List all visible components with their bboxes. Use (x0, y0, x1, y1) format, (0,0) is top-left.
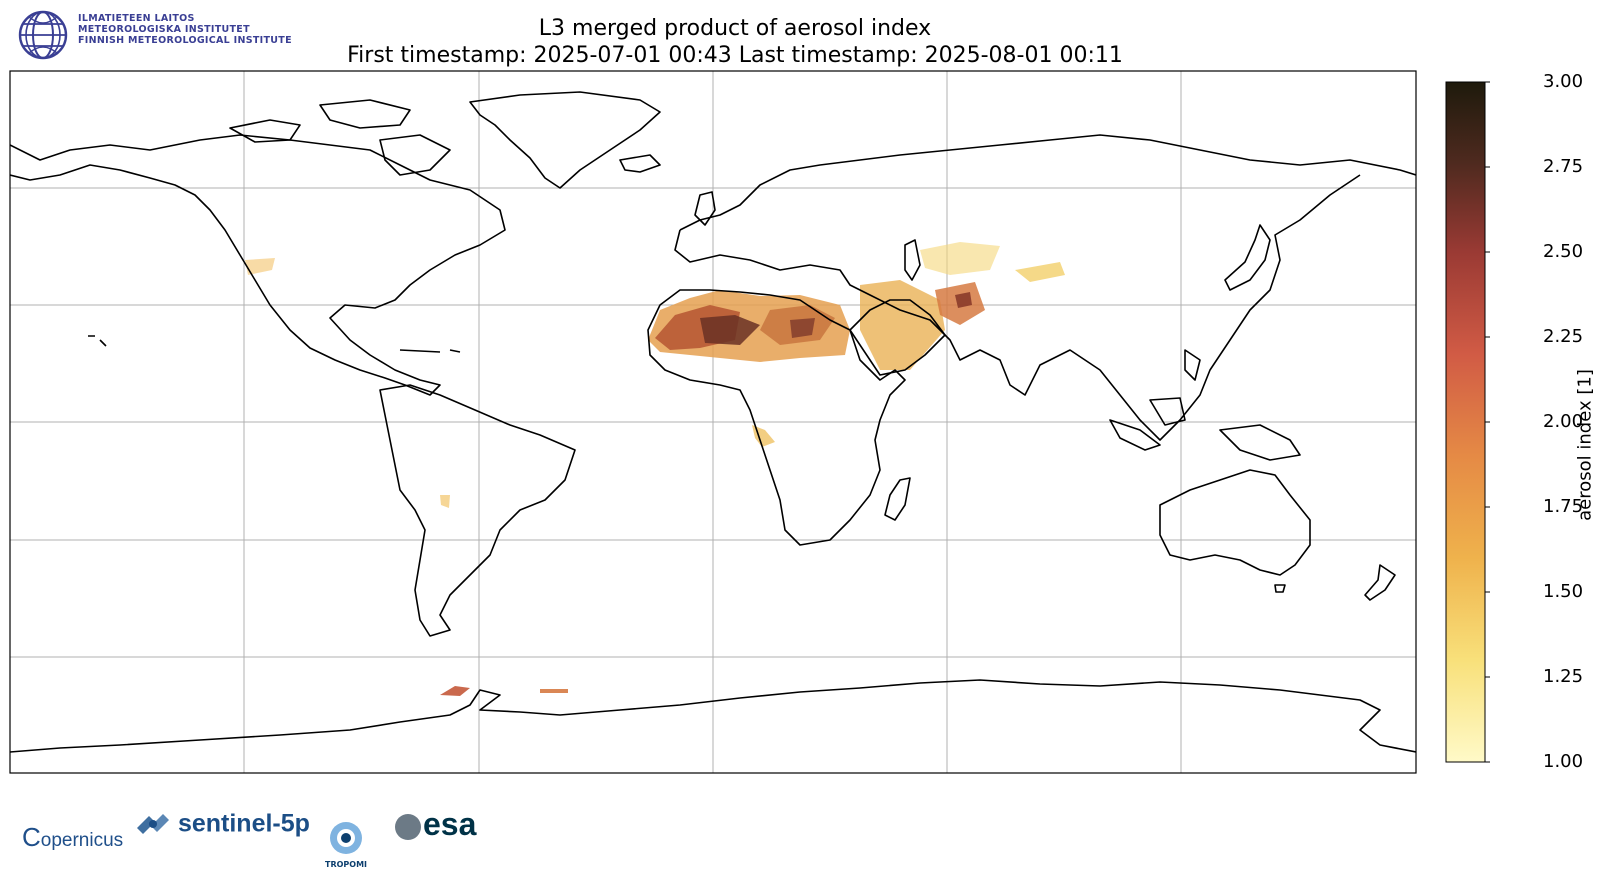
fmi-name-sv: METEOROLOGISKA INSTITUTET (78, 24, 250, 35)
colorbar-tick-label: 1.25 (1543, 666, 1584, 687)
colorbar-tick-label: 2.25 (1543, 326, 1584, 347)
copernicus-text: opernicus (40, 830, 124, 851)
coastlines (10, 91, 1416, 753)
colorbar-tick-label: 2.00 (1543, 411, 1584, 432)
satellite-icon (137, 814, 169, 834)
tropomi-logo: TROPOMI (325, 820, 368, 869)
colorbar-ticks (1485, 81, 1490, 763)
colorbar-tick-label: 2.75 (1543, 156, 1584, 177)
map-gridlines (10, 71, 1416, 773)
sentinel-5p-logo: sentinel-5p (135, 808, 310, 848)
colorbar-tick-label: 2.50 (1543, 241, 1584, 262)
fmi-name-en: FINNISH METEOROLOGICAL INSTITUTE (78, 35, 292, 46)
colorbar-tick-label: 1.75 (1543, 496, 1584, 517)
colorbar-tick-label: 3.00 (1543, 71, 1584, 92)
fmi-name: ILMATIETEEN LAITOS METEOROLOGISKA INSTIT… (78, 13, 292, 46)
tropomi-text: TROPOMI (325, 860, 368, 869)
map-frame (9, 70, 1417, 774)
esa-circle-icon (395, 813, 421, 840)
colorbar-tick-label: 1.00 (1543, 751, 1584, 772)
fmi-name-fi: ILMATIETEEN LAITOS (78, 13, 195, 24)
colorbar (1445, 81, 1486, 763)
fmi-globe-icon (18, 10, 68, 60)
aerosol-plume-sahara (245, 242, 1065, 696)
colorbar-tick-label: 1.50 (1543, 581, 1584, 602)
copernicus-logo: Copernicus (22, 822, 123, 862)
copernicus-c-icon: C (22, 822, 41, 852)
esa-text: esa (423, 806, 477, 842)
fmi-logo: ILMATIETEEN LAITOS METEOROLOGISKA INSTIT… (18, 10, 318, 62)
map-title: L3 merged product of aerosol index (538, 16, 932, 41)
sentinel-text: sentinel-5p (177, 809, 310, 838)
tropomi-eye-icon (330, 822, 362, 854)
esa-logo: esa (395, 806, 476, 846)
map-subtitle-timestamps: First timestamp: 2025-07-01 00:43 Last t… (347, 43, 1123, 68)
colorbar-title: aerosol index [1] (1574, 369, 1596, 521)
